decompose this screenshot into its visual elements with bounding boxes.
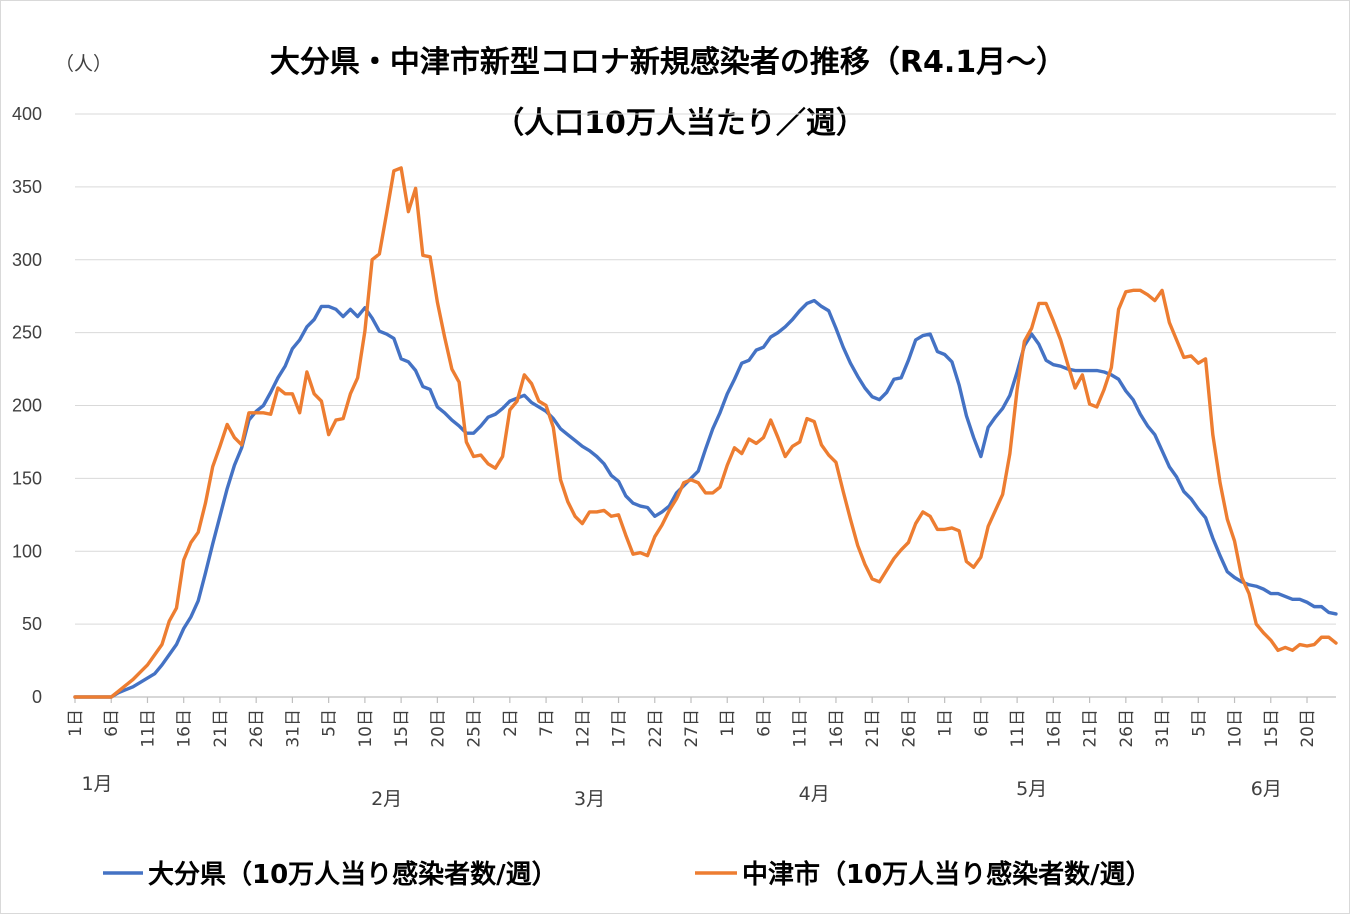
x-tick-label: 1日 [936, 709, 956, 737]
x-tick-label: 1日 [718, 709, 738, 737]
x-tick-label: 21日 [211, 709, 231, 748]
x-axis-ticks: 1日 6日 11日 16日 21日 26日 31日 5日 10日 15日 20日 25日 2日 7日 12日… [66, 697, 1318, 748]
x-tick-label: 22日 [646, 709, 666, 748]
x-tick-label: 21日 [1081, 709, 1101, 748]
y-tick-label: 50 [22, 614, 42, 634]
y-tick-label: 150 [12, 468, 42, 488]
y-tick-label: 250 [12, 323, 42, 343]
x-tick-label: 26日 [247, 709, 267, 748]
x-tick-label: 21日 [863, 709, 883, 748]
y-tick-label: 100 [12, 541, 42, 561]
x-tick-label: 16日 [175, 709, 195, 748]
x-tick-label: 6日 [754, 709, 774, 737]
x-tick-label: 11日 [791, 709, 811, 748]
x-tick-label: 1日 [66, 709, 86, 737]
y-unit-label: （人） [55, 53, 112, 75]
legend-label-oita: 大分県（10万人当り感染者数/週） [148, 860, 558, 890]
month-label: 5月 [1016, 778, 1047, 800]
x-tick-label: 6日 [102, 709, 122, 737]
x-tick-label: 27日 [682, 709, 702, 748]
x-tick-label: 11日 [138, 709, 158, 748]
y-tick-label: 350 [12, 177, 42, 197]
x-tick-label: 20日 [428, 709, 448, 748]
x-tick-label: 25日 [465, 709, 485, 748]
y-tick-label: 0 [32, 687, 42, 707]
x-tick-label: 12日 [573, 709, 593, 748]
series-line-oita [73, 298, 1338, 699]
chart-title-line2: （人口10万人当たり／週） [494, 106, 866, 141]
x-tick-label: 2日 [501, 709, 521, 737]
x-tick-label: 26日 [899, 709, 919, 748]
x-tick-label: 31日 [283, 709, 303, 748]
month-label: 2月 [371, 788, 402, 810]
x-tick-label: 15日 [392, 709, 412, 748]
series-lines [73, 166, 1338, 699]
x-tick-label: 31日 [1153, 709, 1173, 748]
month-labels: 1月 2月 3月 4月 5月 6月 [81, 773, 1281, 810]
y-tick-label: 200 [12, 396, 42, 416]
x-tick-label: 5日 [1189, 709, 1209, 737]
y-axis-ticks: 0 50 100 150 200 250 300 350 400 [12, 104, 42, 707]
month-label: 3月 [574, 788, 605, 810]
month-label: 6月 [1251, 778, 1282, 800]
month-label: 4月 [799, 783, 830, 805]
chart-title-line1: 大分県・中津市新型コロナ新規感染者の推移（R4.1月～） [270, 45, 1066, 80]
series-line-nakatsu [73, 166, 1338, 699]
x-tick-label: 10日 [1226, 709, 1246, 748]
x-tick-label: 15日 [1262, 709, 1282, 748]
x-tick-label: 10日 [356, 709, 376, 748]
x-tick-label: 16日 [1044, 709, 1064, 748]
x-tick-label: 6日 [972, 709, 992, 737]
y-tick-label: 300 [12, 250, 42, 270]
x-tick-label: 16日 [827, 709, 847, 748]
x-tick-label: 11日 [1008, 709, 1028, 748]
month-label: 1月 [81, 773, 112, 795]
legend: 大分県（10万人当り感染者数/週） 中津市（10万人当り感染者数/週） [103, 859, 1152, 890]
x-tick-label: 20日 [1298, 709, 1318, 748]
x-tick-label: 17日 [610, 709, 630, 748]
x-tick-label: 5日 [320, 709, 340, 737]
y-tick-label: 400 [12, 104, 42, 124]
x-tick-label: 26日 [1117, 709, 1137, 748]
legend-label-nakatsu: 中津市（10万人当り感染者数/週） [742, 859, 1152, 890]
x-tick-label: 7日 [537, 709, 557, 737]
